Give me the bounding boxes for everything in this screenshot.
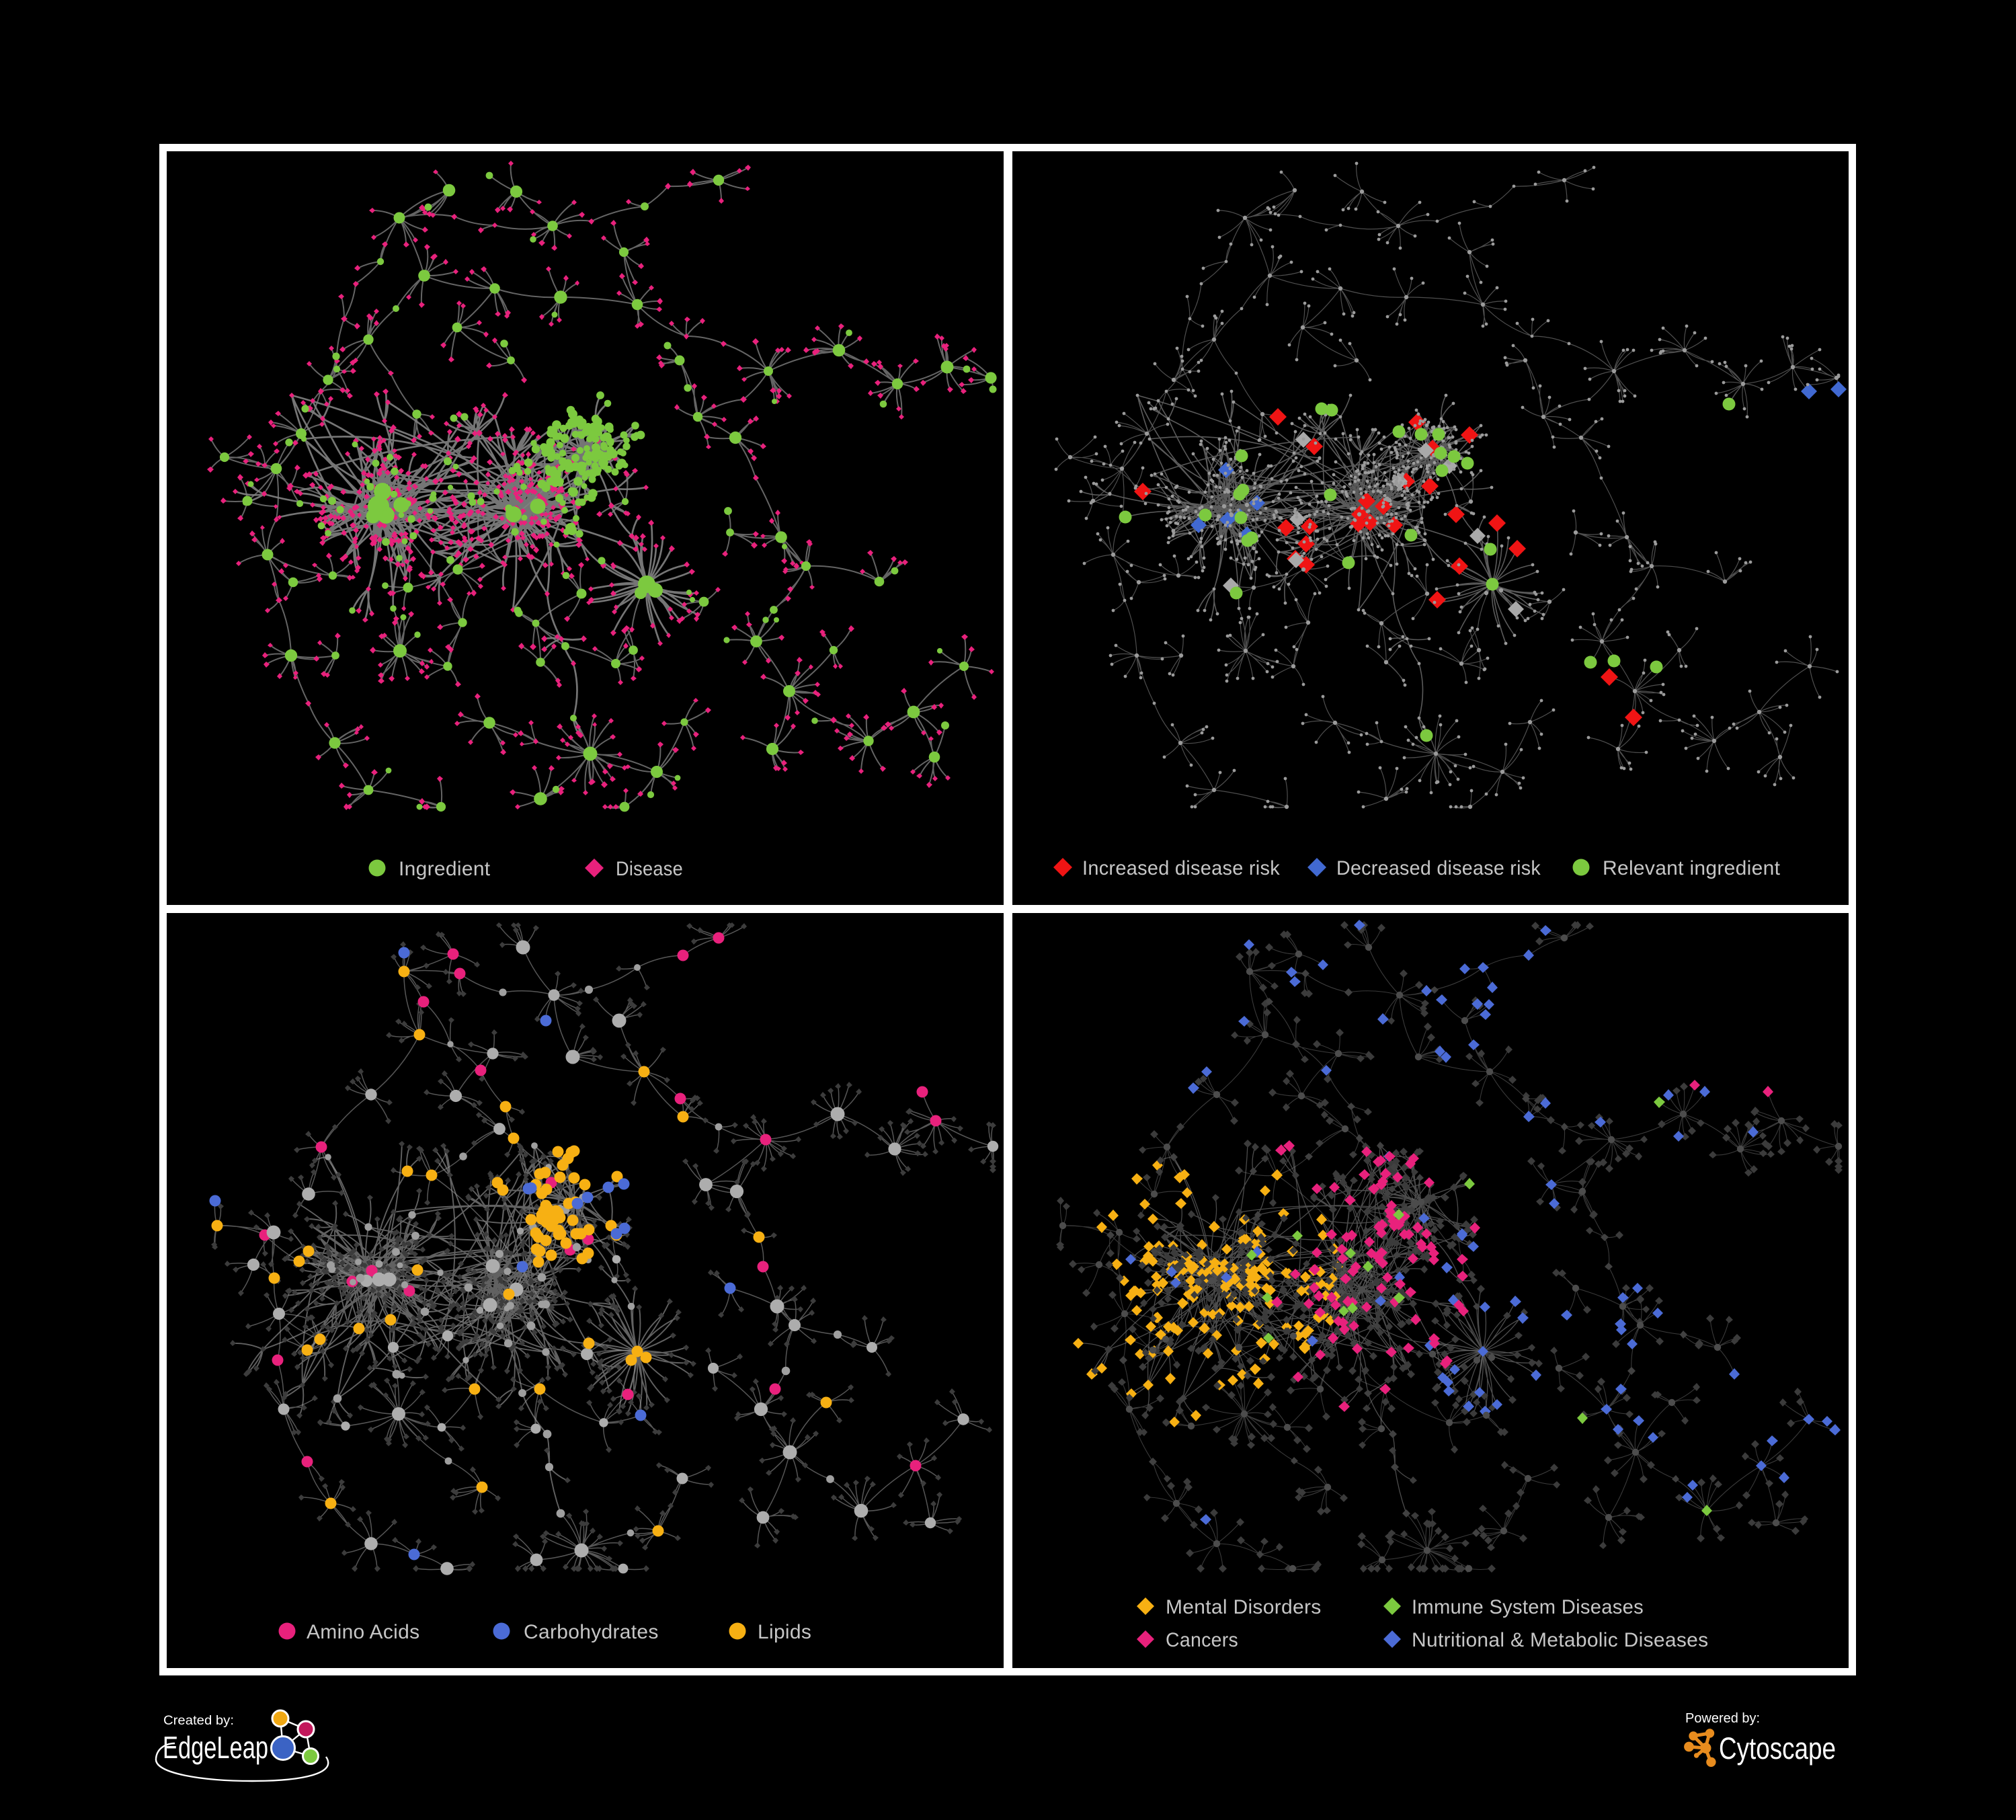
svg-text:Cytoscape: Cytoscape [1719, 1731, 1836, 1766]
svg-text:Powered by:: Powered by: [1685, 1711, 1760, 1726]
svg-text:Amino Acids: Amino Acids [307, 1621, 419, 1643]
svg-text:Cancers: Cancers [1166, 1629, 1238, 1651]
svg-text:Immune System Diseases: Immune System Diseases [1412, 1596, 1644, 1618]
svg-text:EdgeLeap: EdgeLeap [163, 1730, 268, 1765]
svg-text:Decreased disease risk: Decreased disease risk [1336, 857, 1541, 879]
svg-text:Increased disease risk: Increased disease risk [1082, 857, 1281, 879]
svg-text:Relevant ingredient: Relevant ingredient [1603, 857, 1781, 879]
svg-text:Ingredient: Ingredient [399, 858, 491, 880]
svg-text:Nutritional & Metabolic Diseas: Nutritional & Metabolic Diseases [1412, 1629, 1708, 1651]
svg-text:Disease: Disease [616, 858, 683, 880]
svg-text:Mental Disorders: Mental Disorders [1166, 1596, 1322, 1618]
svg-text:Carbohydrates: Carbohydrates [524, 1621, 659, 1643]
svg-text:Lipids: Lipids [758, 1621, 811, 1643]
svg-text:Created by:: Created by: [163, 1714, 234, 1728]
